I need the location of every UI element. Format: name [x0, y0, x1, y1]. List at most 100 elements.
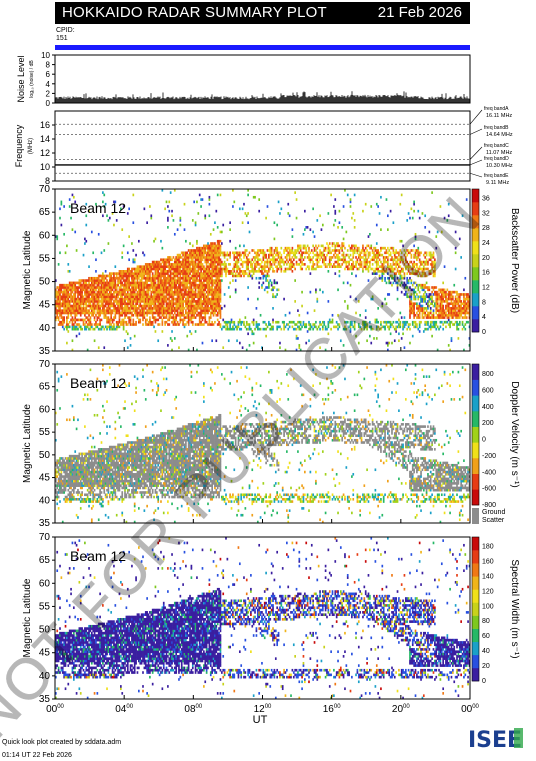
data-cell	[134, 258, 136, 261]
data-cell	[63, 328, 65, 331]
data-cell	[209, 309, 211, 312]
data-cell	[110, 316, 112, 319]
data-cell	[413, 203, 415, 206]
data-cell	[362, 247, 364, 250]
data-cell	[69, 302, 71, 305]
data-cell	[278, 268, 280, 271]
data-cell	[263, 277, 265, 280]
data-cell	[312, 261, 314, 264]
data-cell	[224, 251, 226, 254]
data-cell	[167, 219, 169, 222]
data-cell	[128, 277, 130, 280]
data-cell	[312, 231, 314, 234]
data-cell	[249, 323, 251, 326]
data-cell	[247, 263, 249, 266]
data-cell	[127, 323, 129, 326]
data-cell	[358, 249, 360, 252]
data-cell	[249, 231, 251, 234]
data-cell	[164, 323, 166, 326]
data-cell	[173, 219, 175, 222]
data-cell	[314, 247, 316, 250]
data-cell	[344, 268, 346, 271]
data-cell	[258, 210, 260, 213]
data-cell	[204, 293, 206, 296]
data-cell	[80, 305, 82, 308]
data-cell	[132, 319, 134, 322]
data-cell	[319, 214, 321, 217]
data-cell	[322, 291, 324, 294]
data-cell	[408, 326, 410, 329]
data-cell	[236, 339, 238, 342]
data-cell	[412, 323, 414, 326]
data-cell	[221, 307, 223, 310]
data-cell	[87, 289, 89, 292]
data-cell	[146, 314, 148, 317]
data-cell	[84, 238, 86, 241]
data-cell	[184, 314, 186, 317]
data-cell	[221, 270, 223, 273]
data-cell	[117, 323, 119, 326]
data-cell	[312, 265, 314, 268]
data-cell	[419, 326, 421, 329]
data-cell	[258, 323, 260, 326]
data-cell	[409, 342, 411, 345]
frequency-ylabel-sub: (MHz)	[28, 138, 34, 154]
data-cell	[279, 342, 281, 345]
data-cell	[272, 319, 274, 322]
data-cell	[72, 291, 74, 294]
data-cell	[328, 245, 330, 248]
data-cell	[188, 275, 190, 278]
data-cell	[280, 265, 282, 268]
data-cell	[235, 247, 237, 250]
data-cell	[269, 268, 271, 271]
data-cell	[193, 298, 195, 301]
data-cell	[160, 240, 162, 243]
data-cell	[220, 284, 222, 287]
data-cell	[91, 231, 93, 234]
data-cell	[274, 238, 276, 241]
data-cell	[253, 332, 255, 335]
data-cell	[250, 261, 252, 264]
data-cell	[157, 319, 159, 322]
data-cell	[90, 328, 92, 331]
data-cell	[76, 335, 78, 338]
data-cell	[97, 319, 99, 322]
data-cell	[247, 254, 249, 257]
data-cell	[256, 307, 258, 310]
data-cell	[315, 249, 317, 252]
data-cell	[343, 254, 345, 257]
data-cell	[355, 256, 357, 259]
data-cell	[229, 326, 231, 329]
data-cell	[144, 208, 146, 211]
data-cell	[103, 346, 105, 349]
data-cell	[173, 314, 175, 317]
data-cell	[283, 298, 285, 301]
data-cell	[227, 268, 229, 271]
data-cell	[289, 247, 291, 250]
data-cell	[372, 249, 374, 252]
data-cell	[132, 314, 134, 317]
data-cell	[188, 314, 190, 317]
data-cell	[333, 263, 335, 266]
data-cell	[139, 321, 141, 324]
data-cell	[369, 251, 371, 254]
data-cell	[67, 323, 69, 326]
data-cell	[292, 326, 294, 329]
data-cell	[77, 295, 79, 298]
data-cell	[250, 328, 252, 331]
data-cell	[280, 247, 282, 250]
data-cell	[127, 212, 129, 215]
data-cell	[423, 309, 425, 312]
data-cell	[103, 279, 105, 282]
data-cell	[204, 314, 206, 317]
data-cell	[286, 256, 288, 259]
data-cell	[276, 249, 278, 252]
data-cell	[88, 265, 90, 268]
data-cell	[411, 208, 413, 211]
data-cell	[101, 319, 103, 322]
data-cell	[387, 344, 389, 347]
data-cell	[350, 201, 352, 204]
data-cell	[211, 339, 213, 342]
data-cell	[221, 279, 223, 282]
data-cell	[355, 263, 357, 266]
